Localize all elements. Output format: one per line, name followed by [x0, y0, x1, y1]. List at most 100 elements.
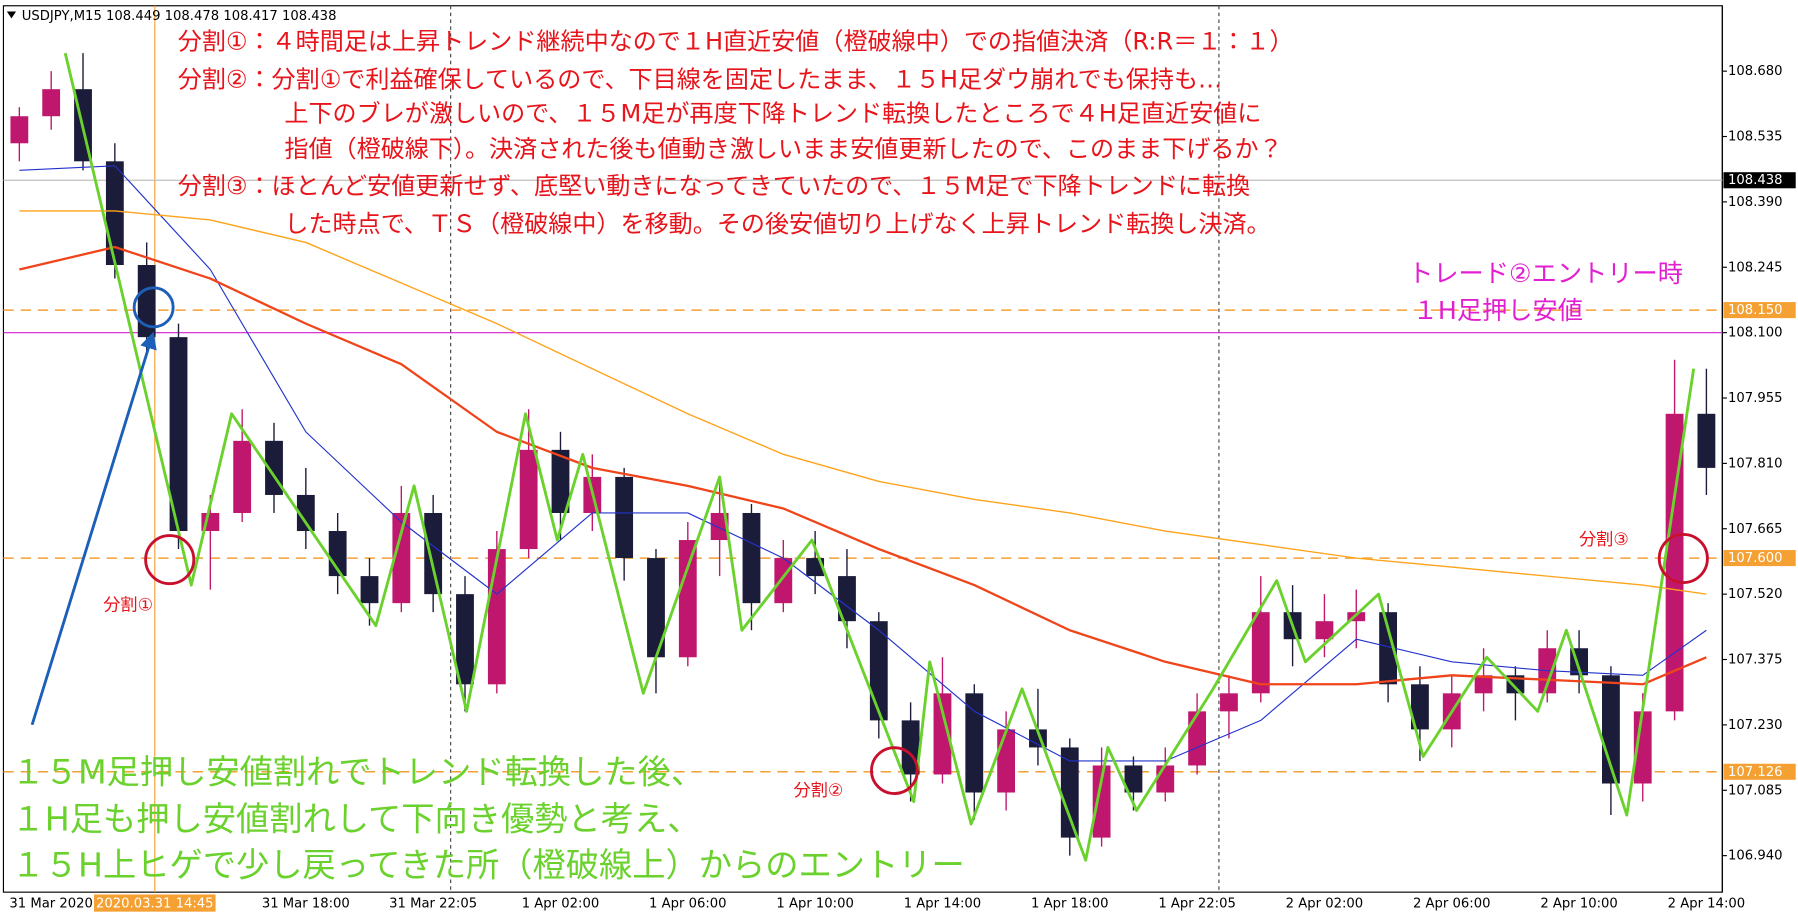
- candle-body: [997, 729, 1016, 793]
- candle-body: [678, 540, 697, 658]
- circle: [1657, 532, 1709, 584]
- candle-body: [1379, 612, 1398, 685]
- reason-text: １５H上ヒゲで少し戻ってきた所（橙破線上）からのエントリー: [11, 845, 964, 884]
- candle-body: [1665, 413, 1684, 712]
- entry-note: １H足押し安値: [1413, 296, 1583, 325]
- plan-text: 指値（橙破線下）。決済された後も値動き激しいまま安値更新したので、このまま下げる…: [284, 135, 1282, 163]
- split-label: 分割②: [794, 781, 844, 801]
- x-tick-label: 1 Apr 18:00: [1031, 897, 1109, 912]
- line-series: [19, 210, 1707, 595]
- x-tick-label: 31 Mar 18:00: [262, 897, 350, 912]
- circle: [144, 534, 196, 586]
- candle-body: [647, 558, 665, 658]
- candle-body: [360, 576, 379, 604]
- plan-text: 分割①：４時間足は上昇トレンド継続中なので１H直近安値（橙破線中）での指値決済（…: [178, 27, 1294, 55]
- candle-body: [169, 337, 188, 532]
- price-tag-label: 107.126: [1728, 765, 1782, 780]
- line-series: [19, 245, 1707, 686]
- x-tick-label: 1 Apr 02:00: [522, 897, 600, 912]
- y-tick-label: 107.085: [1728, 783, 1782, 798]
- candle-body: [1156, 765, 1175, 793]
- y-tick-label: 107.230: [1728, 718, 1782, 733]
- candle-body: [392, 512, 411, 604]
- menu-triangle: [6, 11, 17, 19]
- candle-body: [137, 265, 156, 338]
- price-tag: [1723, 550, 1796, 567]
- candle-body: [1124, 765, 1143, 793]
- x-tick-label: 31 Mar 2020: [9, 897, 93, 912]
- candle-body: [1251, 612, 1270, 694]
- x-tick-label: 1 Apr 10:00: [776, 897, 854, 912]
- crosshair-label: 2020.03.31 14:45: [96, 897, 214, 912]
- candle-body: [10, 116, 29, 144]
- candle-body: [1220, 693, 1238, 712]
- plan-text: 分割②：分割①で利益確保しているので、下目線を固定したまま、１５H足ダウ崩れでも…: [178, 65, 1222, 93]
- annotations: USDJPY,M15 108.449 108.478 108.417 108.4…: [6, 9, 1709, 912]
- crosshair-tag: [94, 894, 216, 912]
- x-tick-label: 2 Apr 06:00: [1413, 897, 1491, 912]
- circle: [132, 286, 175, 329]
- candle-body: [487, 549, 506, 685]
- y-tick-label: 107.955: [1728, 391, 1782, 406]
- plan-text: 上下のブレが激しいので、１５M足が再度下降トレンド転換したところで４H足直近安値…: [284, 100, 1261, 128]
- candle-body: [1092, 765, 1111, 838]
- price-tag: [1723, 172, 1796, 189]
- y-tick-label: 107.520: [1728, 587, 1782, 602]
- line-series: [63, 52, 1696, 862]
- candle-body: [1411, 684, 1429, 730]
- candle-body: [742, 512, 761, 604]
- plan-text: 分割③：ほとんど安値更新せず、底堅い動きになってきていたので、１５M足で下降トレ…: [178, 172, 1250, 200]
- x-tick-label: 2 Apr 10:00: [1540, 897, 1618, 912]
- y-tick-label: 107.375: [1728, 653, 1782, 668]
- candle-body: [551, 449, 570, 513]
- y-tick-label: 107.665: [1728, 522, 1782, 537]
- y-tick-label: 106.940: [1728, 849, 1782, 864]
- candle-body: [296, 494, 315, 532]
- price-tag-label: 107.600: [1728, 551, 1782, 566]
- y-tick-label: 108.245: [1728, 260, 1782, 275]
- candle-body: [519, 449, 538, 550]
- split-label: 分割③: [1579, 530, 1629, 550]
- candle-body: [615, 476, 634, 559]
- candle-body: [965, 693, 984, 793]
- x-tick-label: 1 Apr 22:05: [1158, 897, 1236, 912]
- candle-body: [233, 440, 252, 513]
- y-tick-label: 108.680: [1728, 64, 1782, 79]
- candle-body: [42, 89, 61, 117]
- split-label: 分割①: [103, 595, 153, 615]
- y-tick-label: 108.390: [1728, 195, 1782, 210]
- candle-body: [710, 512, 729, 541]
- reason-text: １H足も押し安値割れして下向き優勢と考え、: [11, 800, 700, 839]
- plan-text: した時点で、ＴＳ（橙破線中）を移動。その後安値切り上げなく上昇トレンド転換し決済…: [284, 210, 1270, 238]
- x-tick-label: 2 Apr 02:00: [1286, 897, 1364, 912]
- price-tag-label: 108.150: [1728, 303, 1782, 318]
- y-tick-label: 107.810: [1728, 456, 1782, 471]
- price-tag: [1723, 302, 1796, 319]
- price-tag-label: 108.438: [1728, 173, 1782, 188]
- candle-body: [1697, 413, 1716, 468]
- candle-body: [1315, 621, 1334, 640]
- candle-body: [1506, 675, 1525, 694]
- x-tick-label: 1 Apr 14:00: [904, 897, 982, 912]
- marks: 108.680 108.535 108.390 108.245 108.100 107.9…: [3, 5, 1796, 912]
- candle-body: [869, 621, 888, 721]
- candle-body: [1474, 675, 1493, 694]
- arrow: [30, 331, 157, 726]
- circle: [870, 746, 919, 795]
- candle-body: [933, 693, 952, 775]
- candle-body: [456, 594, 474, 685]
- x-tick-label: 31 Mar 22:05: [389, 897, 477, 912]
- x-tick-label: 2 Apr 14:00: [1668, 897, 1746, 912]
- symbol-header: USDJPY,M15 108.449 108.478 108.417 108.4…: [22, 9, 337, 24]
- line-series: [19, 165, 1707, 762]
- price-tag: [1723, 763, 1796, 780]
- candle-body: [1188, 711, 1207, 766]
- reason-text: １５M足押し安値割れでトレンド転換した後、: [11, 753, 704, 792]
- entry-note: トレード②エントリー時: [1408, 259, 1683, 288]
- candle-body: [774, 558, 793, 604]
- x-tick-label: 1 Apr 06:00: [649, 897, 727, 912]
- y-tick-label: 108.100: [1728, 326, 1782, 341]
